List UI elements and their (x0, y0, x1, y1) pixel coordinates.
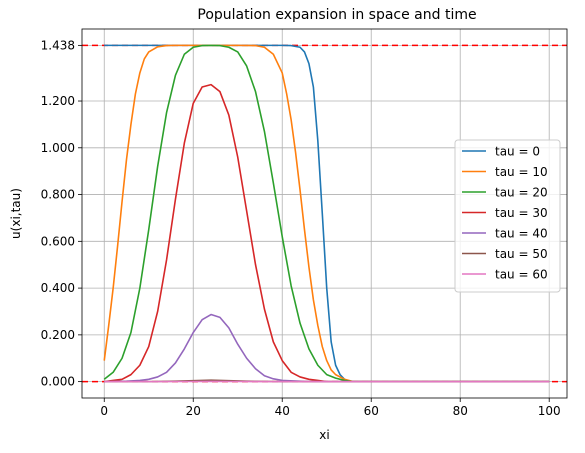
legend-label: tau = 60 (495, 268, 548, 282)
y-axis-label: u(xi,tau) (9, 188, 23, 239)
series-line-3 (104, 83, 550, 383)
y-axis-ticks: 0.000 0.200 0.400 0.600 0.800 1.000 1.200 1.438 (41, 38, 82, 389)
data-series (103, 44, 550, 383)
y-tick-label: 0.200 (41, 328, 75, 342)
y-tick-label: 0.600 (41, 234, 75, 248)
legend-label: tau = 40 (495, 227, 548, 241)
x-tick-label: 0 (100, 404, 108, 418)
y-tick-label: 0.000 (41, 375, 75, 389)
x-axis-label: xi (319, 428, 329, 442)
legend-label: tau = 30 (495, 206, 548, 220)
x-tick-label: 20 (186, 404, 201, 418)
y-tick-label: 1.200 (41, 94, 75, 108)
legend: tau = 0 tau = 10 tau = 20 tau = 30 tau = 40 t… (454, 139, 561, 293)
legend-label: tau = 20 (495, 186, 548, 200)
series-line-1 (103, 44, 550, 383)
plot-frame (81, 28, 568, 399)
x-tick-label: 60 (364, 404, 379, 418)
series-line-2 (103, 44, 550, 383)
x-tick-label: 40 (275, 404, 290, 418)
legend-label: tau = 0 (495, 145, 540, 159)
x-tick-label: 80 (453, 404, 468, 418)
legend-label: tau = 10 (495, 165, 548, 179)
y-tick-label: 0.400 (41, 281, 75, 295)
y-tick-label: 1.000 (41, 141, 75, 155)
y-tick-label: 0.800 (41, 188, 75, 202)
y-tick-label: 1.438 (41, 38, 75, 52)
chart-title: Population expansion in space and time (197, 7, 476, 23)
x-tick-label: 100 (538, 404, 561, 418)
x-axis-ticks: 0 20 40 60 80 100 (100, 398, 561, 418)
legend-label: tau = 50 (495, 247, 548, 261)
